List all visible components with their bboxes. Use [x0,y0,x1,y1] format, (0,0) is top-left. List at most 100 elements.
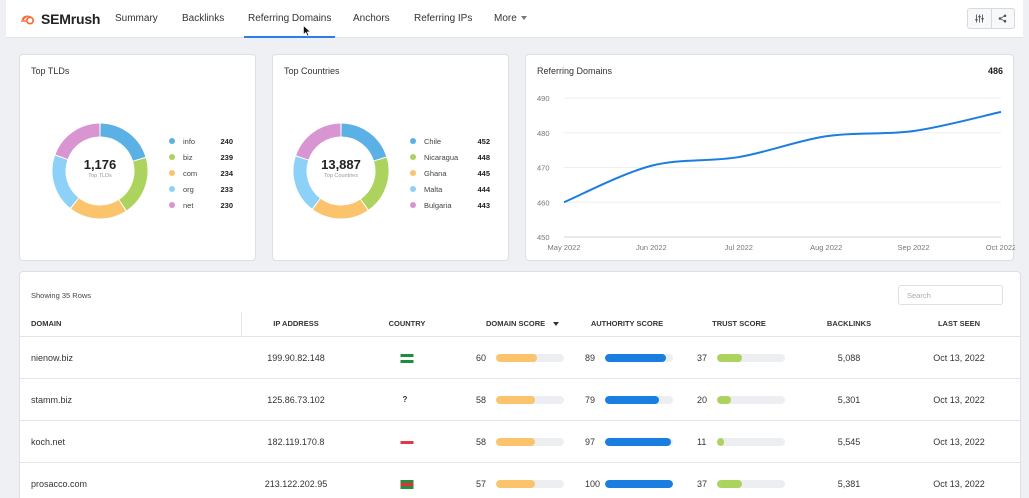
search-input[interactable] [898,285,1003,305]
donut-total: 1,176 [83,157,117,172]
column-header-ip[interactable]: IP ADDRESS [273,319,319,328]
y-tick-label: 450 [537,233,550,242]
column-header-label: DOMAIN SCORE [486,319,546,328]
last-seen: Oct 13, 2022 [933,395,985,405]
score-bar-fill [717,396,731,404]
legend-item: Nicaragua 448 [410,149,490,165]
series-line [563,110,1002,204]
legend-item: Ghana 445 [410,165,490,181]
donut-slice-net[interactable] [55,123,100,160]
donut-slice-ghana[interactable] [312,198,368,219]
table-row[interactable]: nienow.biz 199.90.82.148 60 89 37 5,088 Oct 13… [20,336,1020,378]
tab-anchors[interactable]: Anchors [353,13,390,24]
legend-value: 233 [220,184,233,194]
domain-link[interactable]: stamm.biz [31,395,73,405]
donut-slice-biz[interactable] [119,158,148,211]
donut-slice-bulgaria[interactable] [296,123,341,160]
score-bar [605,354,673,362]
score-bar-fill [605,438,671,446]
top-nav: SEMrush Summary Backlinks Referring Doma… [6,0,1023,38]
legend-item: net 230 [169,197,233,213]
share-button[interactable] [990,9,1015,28]
column-header-domain-score[interactable]: DOMAIN SCORE [486,319,560,328]
score-bar [605,438,673,446]
backlinks-count: 5,545 [837,437,861,447]
semrush-logo[interactable]: SEMrush [20,10,100,28]
x-tick-label: Aug 2022 [810,243,842,252]
legend-item: org 233 [169,181,233,197]
legend-label: net [183,200,194,210]
tab-referring-domains[interactable]: Referring Domains [243,0,336,38]
legend-value: 230 [220,200,233,210]
authority-score: 97 [585,421,673,463]
donut-slice-com[interactable] [71,198,126,219]
score-bar [496,354,564,362]
column-header-domain[interactable]: DOMAIN [31,319,62,328]
score-bar-fill [717,438,725,446]
country-flag-icon [400,480,414,489]
legend-value: 445 [477,168,490,178]
legend-item: Malta 444 [410,181,490,197]
column-divider [241,312,242,336]
tab-summary[interactable]: Summary [115,13,158,24]
column-header-last-seen[interactable]: LAST SEEN [937,319,981,328]
country-flag-icon [400,354,414,363]
table-row[interactable]: prosacco.com 213.122.202.95 57 100 37 5,381 Oc… [20,462,1020,498]
ip-address: 182.119.170.8 [267,437,325,447]
legend-label: biz [183,152,193,162]
domain-link[interactable]: nienow.biz [31,353,74,363]
last-seen: Oct 13, 2022 [933,437,985,447]
backlinks-count: 5,301 [837,395,861,405]
score-value: 58 [476,395,487,405]
score-bar [496,438,564,446]
y-tick-label: 480 [537,129,550,138]
last-seen: Oct 13, 2022 [933,353,985,363]
country-legend: Chile 452 Nicaragua 448 Ghana 445 Malta 444 … [410,133,490,213]
table-row[interactable]: koch.net 182.119.170.8 58 97 11 5,545 Oct 13, … [20,420,1020,462]
tab-backlinks[interactable]: Backlinks [182,13,225,24]
settings-button[interactable] [968,9,991,28]
top-countries-card: Top Countries 13,887 Top Countries Chile… [272,54,509,261]
score-value: 58 [476,437,487,447]
score-value: 57 [476,479,487,489]
column-header-backlinks[interactable]: BACKLINKS [826,319,872,328]
ip-address: 199.90.82.148 [267,353,325,363]
table-row[interactable]: stamm.biz 125.86.73.102? 58 79 20 5,301 Oct 13… [20,378,1020,420]
tab-referring-ips[interactable]: Referring IPs [414,13,473,24]
column-header-authority-score[interactable]: AUTHORITY SCORE [590,319,664,328]
legend-item: Bulgaria 443 [410,197,490,213]
score-bar-fill [605,354,666,362]
donut-slice-chile[interactable] [341,123,387,161]
column-header-trust-score[interactable]: TRUST SCORE [712,319,766,328]
donut-slice-org[interactable] [52,155,79,208]
donut-slice-malta[interactable] [293,156,321,209]
sliders-icon [975,14,984,23]
score-bar-fill [496,480,535,488]
score-value: 97 [585,437,596,447]
legend-item: biz 239 [169,149,233,165]
ip-address: 125.86.73.102 [267,395,325,405]
line-chart: 450 460 470 480 490 May 2022 Jun 2022 Jul 2022 A… [537,94,1015,252]
donut-center: 13,887 Top Countries [291,157,391,179]
tld-donut-chart [52,123,148,219]
card-title: Top Countries [284,66,340,76]
x-tick-label: Oct 2022 [986,243,1015,252]
domain-link[interactable]: koch.net [31,437,66,447]
donut-slice-nicaragua[interactable] [360,157,389,210]
score-bar [717,354,785,362]
donut-slice-info[interactable] [100,123,146,162]
trust-score: 11 [697,421,785,463]
legend-label: Malta [424,184,443,194]
column-header-country[interactable]: COUNTRY [388,319,426,328]
authority-score: 79 [585,379,673,421]
donut-subtitle: Top Countries [324,173,358,179]
score-value: 20 [697,395,708,405]
legend-value: 448 [477,152,490,162]
x-tick-label: Jul 2022 [725,243,753,252]
domain-link[interactable]: prosacco.com [31,479,88,489]
score-bar [717,438,785,446]
ip-address: 213.122.202.95 [264,479,328,489]
legend-value: 240 [220,136,233,146]
tab-more[interactable]: More [494,0,527,38]
legend-label: Nicaragua [424,152,459,162]
